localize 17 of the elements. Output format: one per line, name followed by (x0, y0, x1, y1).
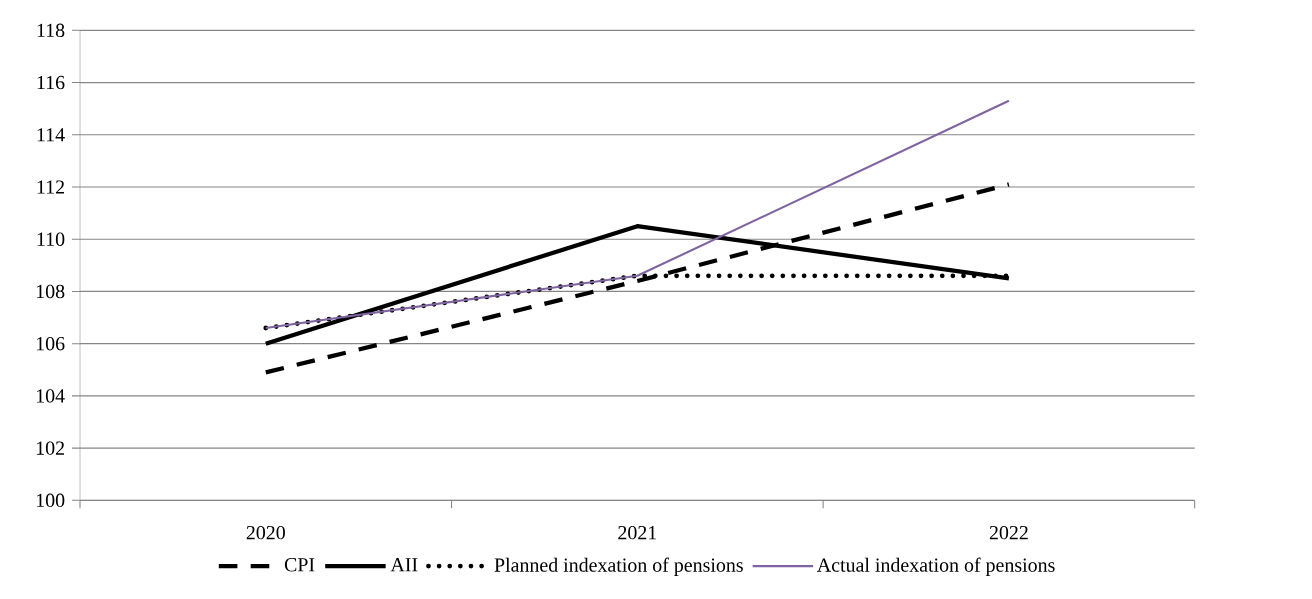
y-tick-label: 108 (36, 284, 65, 299)
x-tick-label: 2020 (246, 525, 285, 540)
legend-label: CPI (284, 558, 315, 572)
x-tick-label: 2021 (618, 525, 657, 540)
legend-label: AII (390, 558, 418, 572)
y-tick-label: 112 (37, 180, 64, 194)
legend-label: Actual indexation of pensions (817, 557, 1055, 576)
y-tick-label: 100 (36, 493, 65, 508)
y-tick-label: 110 (37, 232, 65, 246)
y-tick-label: 116 (37, 75, 65, 90)
y-tick-label: 114 (37, 128, 65, 142)
y-tick-label: 104 (36, 389, 65, 403)
y-tick-label: 106 (36, 336, 65, 351)
legend-label: Planned indexation of pensions (494, 557, 743, 576)
y-tick-label: 102 (36, 441, 64, 455)
x-tick-label: 2022 (989, 525, 1028, 540)
y-tick-label: 118 (37, 23, 65, 38)
